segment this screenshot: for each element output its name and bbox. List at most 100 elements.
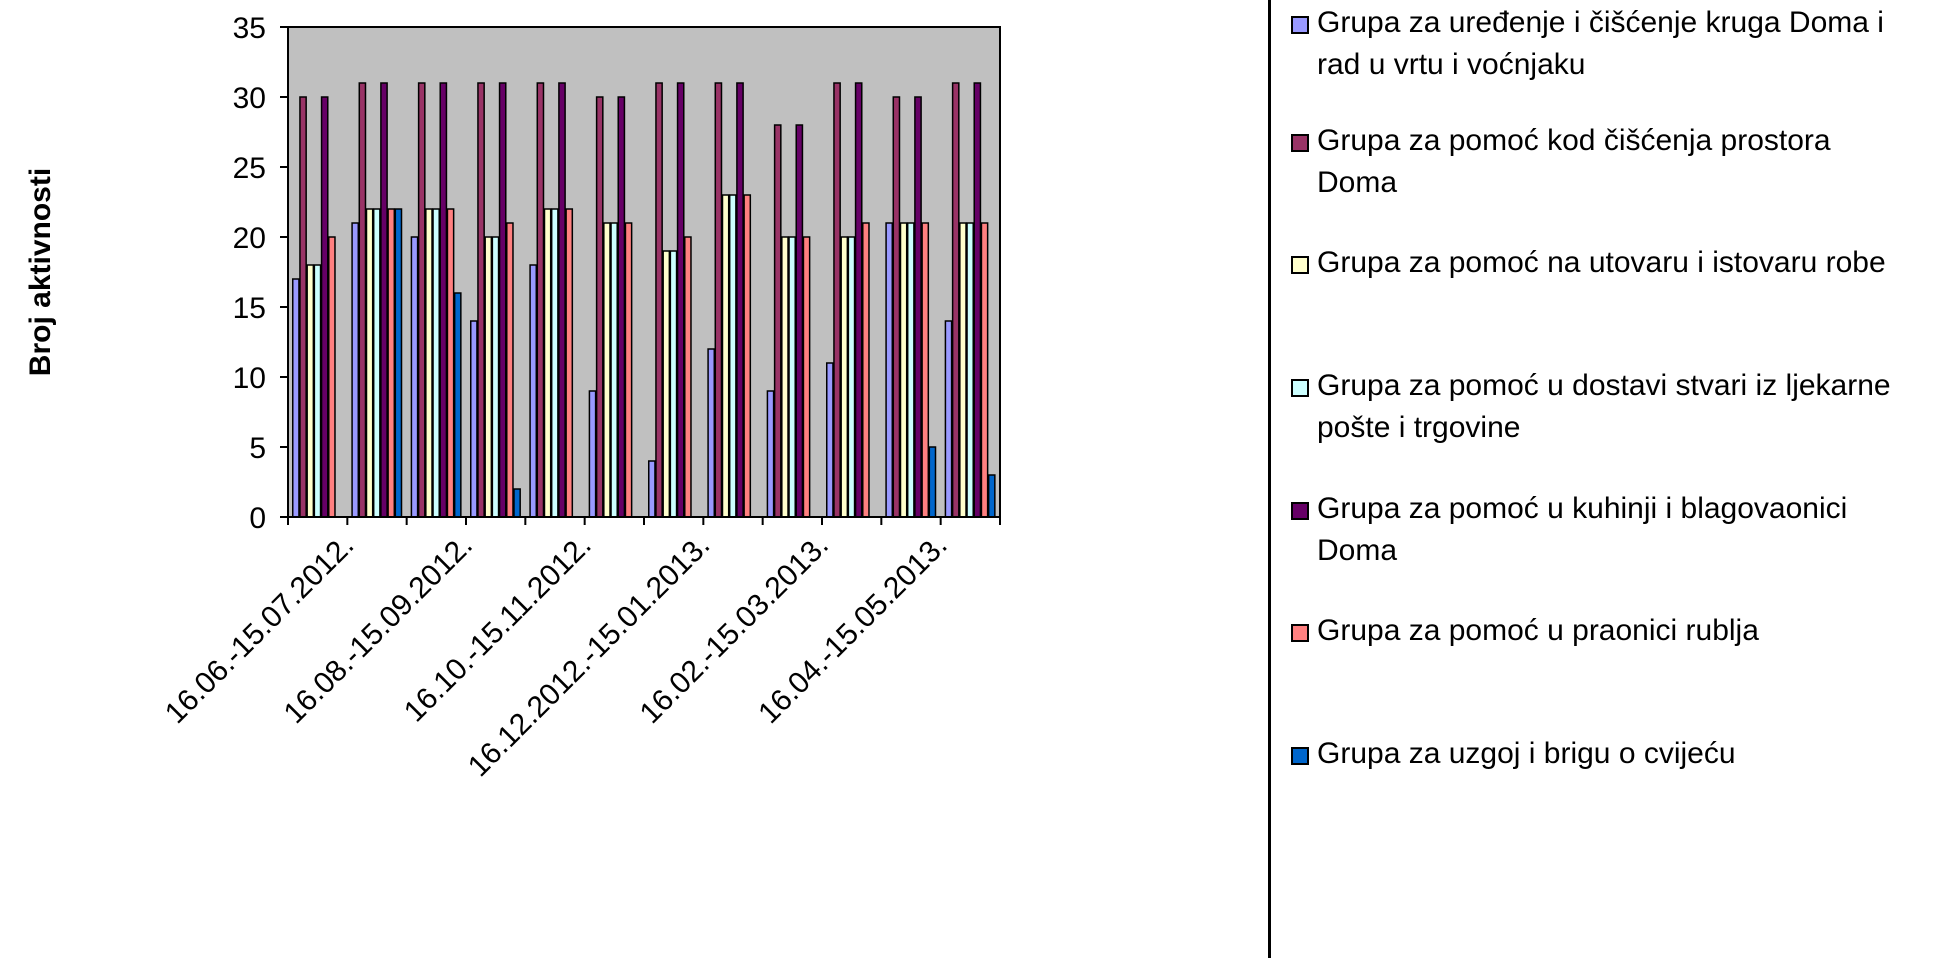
- legend-item: Grupa za pomoć u praonici rublja: [1291, 610, 1917, 652]
- bar: [498, 82, 507, 518]
- legend: Grupa za uređenje i čišćenje kruga Doma …: [1268, 0, 1934, 958]
- bar: [358, 82, 367, 518]
- bar: [595, 96, 604, 518]
- y-tick-label: 30: [233, 82, 266, 115]
- bar: [543, 208, 552, 518]
- bar: [669, 250, 678, 518]
- legend-label: Grupa za uzgoj i brigu o cvijeću: [1317, 737, 1736, 770]
- bar: [728, 194, 737, 518]
- bar: [684, 236, 692, 518]
- legend-item: Grupa za pomoć u kuhinji i blagovaonici …: [1291, 488, 1917, 572]
- bar: [951, 82, 960, 518]
- bar: [506, 222, 514, 518]
- bar: [380, 82, 388, 518]
- bar: [550, 208, 559, 518]
- legend-swatch: [1291, 16, 1309, 34]
- bar: [743, 194, 752, 518]
- bar: [847, 236, 856, 518]
- bar: [417, 82, 426, 518]
- bar: [320, 96, 329, 518]
- bar: [387, 208, 396, 518]
- bar: [617, 96, 626, 518]
- bar: [484, 236, 493, 518]
- bar: [610, 222, 618, 518]
- bar: [603, 222, 611, 518]
- legend-swatch: [1291, 747, 1309, 765]
- x-tick-label: 16.12.2012.-15.01.2013.: [462, 529, 717, 784]
- bar: [291, 278, 300, 518]
- bar: [885, 222, 894, 518]
- legend-item: Grupa za pomoć na utovaru i istovaru rob…: [1291, 242, 1917, 284]
- bar: [662, 250, 671, 518]
- bar: [410, 236, 419, 518]
- y-tick-label: 0: [249, 502, 266, 535]
- bar: [529, 264, 538, 518]
- legend-item: Grupa za uređenje i čišćenje kruga Doma …: [1291, 2, 1917, 86]
- bar: [394, 208, 403, 518]
- bar: [558, 82, 566, 518]
- bar: [714, 82, 723, 518]
- bar: [721, 194, 730, 518]
- y-tick-label: 20: [233, 222, 266, 255]
- bar: [425, 208, 433, 518]
- bar: [432, 208, 440, 518]
- bar: [446, 208, 455, 518]
- y-axis-label: Broj aktivnosti: [24, 168, 57, 376]
- bar: [306, 264, 315, 518]
- bar: [588, 390, 597, 518]
- bar: [788, 236, 796, 518]
- y-tick-label: 25: [233, 152, 266, 185]
- bar: [973, 82, 982, 518]
- legend-swatch: [1291, 134, 1309, 152]
- legend-label: Grupa za pomoć na utovaru i istovaru rob…: [1317, 246, 1886, 279]
- bar: [987, 474, 996, 518]
- bar: [647, 460, 656, 518]
- bar: [795, 124, 804, 518]
- legend-label: Grupa za uređenje i čišćenje kruga Doma …: [1317, 6, 1884, 81]
- legend-swatch: [1291, 379, 1309, 397]
- bar: [707, 348, 716, 518]
- bar: [773, 124, 782, 518]
- bar: [892, 96, 901, 518]
- bar: [439, 82, 448, 518]
- legend-item: Grupa za pomoć u dostavi stvari iz ljeka…: [1291, 365, 1917, 449]
- legend-item: Grupa za pomoć kod čišćenja prostora Dom…: [1291, 120, 1917, 204]
- bar: [914, 96, 922, 518]
- plot-area: [287, 26, 1001, 518]
- legend-item: Grupa za uzgoj i brigu o cvijeću: [1291, 733, 1917, 775]
- bar: [921, 222, 930, 518]
- bar: [491, 236, 500, 518]
- bar: [676, 82, 685, 518]
- bar: [899, 222, 908, 518]
- y-tick-label: 5: [249, 432, 266, 465]
- bar: [825, 362, 834, 518]
- bar: [966, 222, 974, 518]
- legend-swatch: [1291, 502, 1309, 520]
- y-tick-label: 15: [233, 292, 266, 325]
- bar: [513, 488, 521, 518]
- bar: [624, 222, 633, 518]
- y-tick-label: 35: [233, 12, 266, 45]
- legend-swatch: [1291, 256, 1309, 274]
- bar: [766, 390, 775, 518]
- bar: [453, 292, 462, 518]
- bar: [781, 236, 789, 518]
- bar: [906, 222, 915, 518]
- bar: [365, 208, 374, 518]
- bar: [854, 82, 863, 518]
- legend-label: Grupa za pomoć kod čišćenja prostora Dom…: [1317, 124, 1831, 199]
- bar: [372, 208, 381, 518]
- bar: [351, 222, 360, 518]
- bar: [328, 236, 336, 518]
- legend-swatch: [1291, 624, 1309, 642]
- bar: [840, 236, 849, 518]
- bar: [477, 82, 485, 518]
- bar: [536, 82, 545, 518]
- legend-label: Grupa za pomoć u dostavi stvari iz ljeka…: [1317, 369, 1891, 444]
- bar: [313, 264, 322, 518]
- bar: [469, 320, 478, 518]
- bar: [862, 222, 870, 518]
- bar: [655, 82, 663, 518]
- bar: [736, 82, 744, 518]
